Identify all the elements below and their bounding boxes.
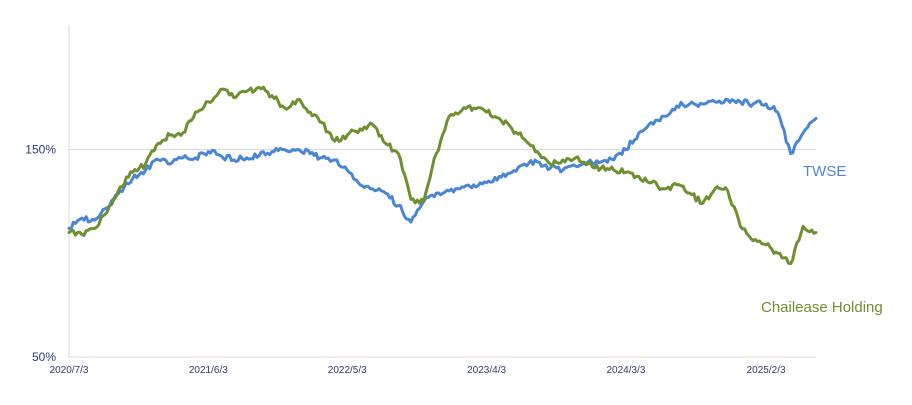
series-line-chailease-holding [67,85,818,266]
series-label-chailease-holding: Chailease Holding [761,299,883,316]
series-layer [67,85,818,266]
x-tick-label: 2024/3/3 [606,365,645,376]
series-line-twse [67,97,818,231]
y-tick-label: 50% [32,350,56,364]
x-tick-label: 2025/2/3 [747,365,786,376]
x-tick-label: 2020/7/3 [50,365,89,376]
series-label-twse: TWSE [803,163,846,180]
x-tick-label: 2022/5/3 [328,365,367,376]
x-tick-label: 2021/6/3 [189,365,228,376]
axis-layer: 150% 50%2020/7/3 2021/6/3 2022/5/3 2023/4/3 2… [25,25,816,376]
x-tick-label: 2023/4/3 [467,365,506,376]
label-layer: TWSE Chailease Holding [761,163,883,316]
y-tick-label: 150% [25,143,56,157]
